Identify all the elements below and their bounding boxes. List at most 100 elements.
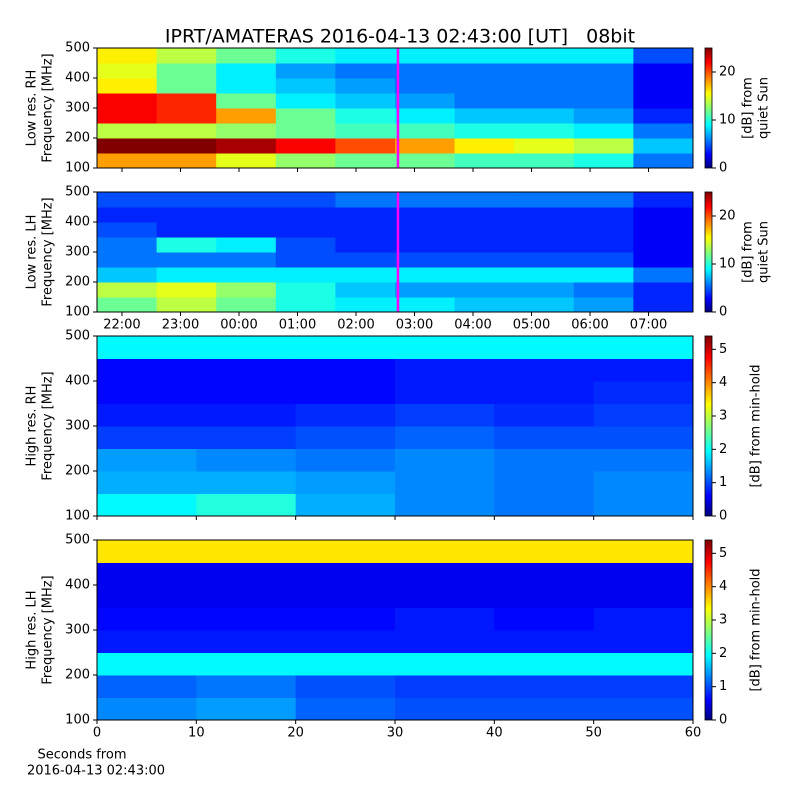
heatmap-cell bbox=[395, 540, 495, 563]
heatmap-cell bbox=[295, 403, 396, 427]
heatmap-cell bbox=[573, 222, 634, 238]
heatmap-cell bbox=[216, 63, 277, 79]
heatmap-cell bbox=[216, 252, 277, 268]
heatmap-cell bbox=[454, 192, 515, 208]
heatmap-cell bbox=[97, 562, 197, 586]
heatmap-cell bbox=[295, 540, 396, 563]
heatmap-cell bbox=[395, 123, 456, 139]
heatmap-cell bbox=[275, 138, 336, 154]
heatmap-cell bbox=[454, 123, 515, 139]
heatmap-cell bbox=[335, 222, 396, 238]
heatmap-cell bbox=[593, 630, 694, 653]
heatmap-cell bbox=[593, 426, 694, 449]
colorbar-tick-label: 5 bbox=[719, 546, 727, 561]
heatmap-cell bbox=[216, 93, 277, 109]
heatmap-cell bbox=[395, 63, 456, 79]
heatmap-cell bbox=[275, 282, 336, 298]
y-axis-label: High res. LH bbox=[25, 590, 40, 669]
heatmap-cell bbox=[514, 93, 575, 109]
heatmap-cell bbox=[573, 192, 634, 208]
y-tick-label: 500 bbox=[65, 329, 90, 344]
heatmap-cell bbox=[454, 153, 515, 169]
colorbar-tick-label: 2 bbox=[719, 442, 727, 457]
heatmap-cell bbox=[395, 426, 495, 449]
heatmap-cell bbox=[97, 471, 197, 494]
y-tick-label: 100 bbox=[65, 509, 90, 524]
heatmap-cell bbox=[573, 207, 634, 223]
heatmap-cell bbox=[514, 297, 575, 313]
heatmap-cell bbox=[633, 108, 694, 124]
colorbar-label: [dB] from bbox=[741, 77, 756, 139]
heatmap-cell bbox=[494, 448, 595, 472]
heatmap-cell bbox=[395, 697, 495, 721]
heatmap-cell bbox=[593, 493, 694, 517]
heatmap-cell bbox=[494, 336, 595, 359]
y-tick-label: 300 bbox=[65, 245, 90, 260]
heatmap-cell bbox=[593, 336, 694, 359]
x-tick-label: 10 bbox=[188, 726, 205, 741]
heatmap-cell bbox=[196, 697, 297, 721]
colorbar-tick-label: 20 bbox=[719, 65, 736, 80]
heatmap-cell bbox=[196, 585, 297, 608]
heatmap-cell bbox=[97, 237, 158, 253]
heatmap-cell bbox=[454, 48, 515, 64]
y-tick-label: 500 bbox=[65, 533, 90, 548]
heatmap-cell bbox=[633, 237, 694, 253]
heatmap-cell bbox=[494, 585, 595, 608]
heatmap-cell bbox=[335, 267, 396, 283]
heatmap-cell bbox=[335, 123, 396, 139]
heatmap-cell bbox=[593, 358, 694, 382]
heatmap-cell bbox=[156, 48, 217, 64]
heatmap-cell bbox=[156, 297, 217, 313]
heatmap-cell bbox=[196, 426, 297, 449]
colorbar-tick-label: 3 bbox=[719, 613, 727, 628]
heatmap-cell bbox=[156, 237, 217, 253]
heatmap-cell bbox=[494, 562, 595, 586]
heatmap-cell bbox=[454, 237, 515, 253]
heatmap-cell bbox=[97, 192, 158, 208]
heatmap-cell bbox=[633, 123, 694, 139]
heatmap-cell bbox=[633, 267, 694, 283]
heatmap-cell bbox=[156, 153, 217, 169]
colorbar-label: quiet Sun bbox=[757, 221, 772, 283]
heatmap-cell bbox=[295, 381, 396, 404]
heatmap-cell bbox=[97, 222, 158, 238]
heatmap-cell bbox=[156, 192, 217, 208]
heatmap-cell bbox=[395, 207, 456, 223]
y-axis-label: Frequency [MHz] bbox=[41, 371, 56, 480]
heatmap-cell bbox=[573, 78, 634, 94]
heatmap-cell bbox=[196, 448, 297, 472]
heatmap-cell bbox=[295, 585, 396, 608]
heatmap-cell bbox=[454, 207, 515, 223]
heatmap-cell bbox=[514, 252, 575, 268]
heatmap-cell bbox=[97, 675, 197, 698]
heatmap-cell bbox=[216, 78, 277, 94]
y-tick-label: 300 bbox=[65, 419, 90, 434]
heatmap-cell bbox=[97, 426, 197, 449]
colorbar-label: [dB] from bbox=[741, 221, 756, 283]
heatmap-cell bbox=[494, 652, 595, 676]
heatmap-cell bbox=[454, 63, 515, 79]
heatmap-cell bbox=[295, 426, 396, 449]
heatmap-cell bbox=[216, 267, 277, 283]
heatmap-cell bbox=[633, 222, 694, 238]
heatmap-cell bbox=[454, 78, 515, 94]
heatmap-cell bbox=[295, 697, 396, 721]
heatmap-cell bbox=[97, 108, 158, 124]
heatmap-cell bbox=[216, 48, 277, 64]
heatmap-cell bbox=[295, 675, 396, 698]
heatmap-cell bbox=[395, 138, 456, 154]
heatmap-cell bbox=[275, 153, 336, 169]
heatmap-cell bbox=[97, 336, 197, 359]
heatmap-cell bbox=[156, 63, 217, 79]
y-tick-label: 300 bbox=[65, 623, 90, 638]
heatmap-cell bbox=[156, 108, 217, 124]
heatmap-cell bbox=[335, 48, 396, 64]
heatmap-cell bbox=[593, 585, 694, 608]
heatmap-cell bbox=[275, 207, 336, 223]
heatmap-cell bbox=[335, 297, 396, 313]
y-tick-label: 400 bbox=[65, 71, 90, 86]
heatmap-cell bbox=[494, 697, 595, 721]
heatmap-cell bbox=[295, 630, 396, 653]
heatmap-cell bbox=[97, 78, 158, 94]
